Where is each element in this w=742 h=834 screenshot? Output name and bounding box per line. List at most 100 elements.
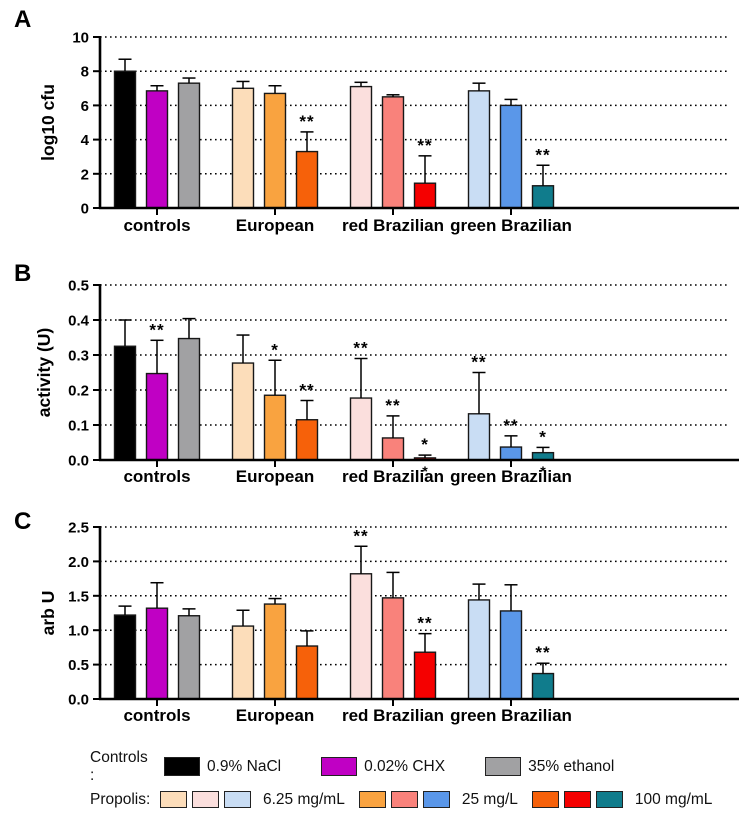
bar-red-Brazilian-1 [381, 437, 405, 461]
bar-green-Brazilian-1 [499, 610, 523, 700]
significance-marker: ** [299, 381, 314, 400]
y-axis-title: arb U [38, 591, 58, 636]
bar-controls-0 [113, 345, 137, 461]
legend-entry-text: 0.9% NaCl [207, 757, 282, 775]
x-category-label-European: European [236, 467, 314, 486]
bar-controls-1 [145, 607, 169, 700]
legend-entry-6-25-mg-mL: 6.25 mg/mL [160, 791, 345, 809]
bar-controls-2 [177, 82, 201, 209]
bar-red-Brazilian-2 [413, 182, 437, 209]
bar-European-1 [263, 92, 287, 209]
significance-marker: * [539, 427, 547, 446]
y-axis-title: log10 cfu [38, 84, 58, 161]
bar-controls-0 [113, 70, 137, 209]
x-category-label-red-Brazilian: red Brazilian [342, 216, 444, 235]
legend-swatch [160, 791, 187, 808]
bar-red-Brazilian-1 [381, 597, 405, 700]
x-category-label-red-Brazilian: red Brazilian [342, 706, 444, 725]
bar-European-0 [231, 87, 255, 209]
panel-a-chart: 0 2 4 6 8 10 log10 cfu ** ** ** controls European re… [38, 30, 739, 235]
x-category-label-controls: controls [123, 706, 190, 725]
bar-green-Brazilian-1 [499, 104, 523, 209]
y-tick-label: 2 [81, 166, 89, 183]
legend-controls-label: Controls : [90, 748, 148, 784]
bar-green-Brazilian-2 [531, 672, 555, 700]
y-tick-label: 2.5 [68, 520, 89, 537]
y-tick-label: 4 [81, 132, 90, 149]
bar-controls-0 [113, 614, 137, 700]
y-tick-label: 6 [81, 98, 89, 115]
bar-controls-1 [145, 372, 169, 461]
significance-marker: ** [535, 643, 550, 662]
legend-entry-text: 100 mg/mL [634, 790, 713, 808]
y-tick-label: 1.0 [68, 623, 89, 640]
bar-European-1 [263, 394, 287, 461]
bar-red-Brazilian-0 [349, 573, 373, 700]
x-category-label-European: European [236, 216, 314, 235]
legend-entry-35-ethanol: 35% ethanol [485, 757, 614, 776]
legend-entry-0-02-CHX: 0.02% CHX [321, 757, 445, 776]
y-axis-title: activity (U) [34, 328, 54, 417]
legend-swatch [531, 791, 559, 808]
significance-marker: * [421, 435, 429, 454]
significance-marker: ** [299, 112, 314, 131]
bar-European-1 [263, 603, 287, 700]
legend-propolis-entries: 6.25 mg/mL 25 mg/L 100 mg/mL [148, 791, 712, 809]
y-tick-label: 0.5 [68, 278, 89, 295]
x-category-label-red-Brazilian: red Brazilian [342, 467, 444, 486]
bar-red-Brazilian-0 [349, 397, 373, 461]
legend-swatch [321, 757, 358, 776]
significance-marker: ** [503, 416, 518, 435]
legend-swatch [390, 791, 418, 808]
significance-marker: ** [149, 320, 164, 339]
bar-European-0 [231, 625, 255, 700]
legend: Controls : 0.9% NaCl 0.02% CHX 35% ethanol… [90, 748, 740, 816]
x-category-label-green-Brazilian: green Brazilian [450, 467, 572, 486]
legend-controls-entries: 0.9% NaCl 0.02% CHX 35% ethanol [148, 757, 614, 776]
legend-entry-0-9-NaCl: 0.9% NaCl [164, 757, 281, 776]
significance-marker: ** [417, 136, 432, 155]
legend-propolis-label: Propolis: [90, 790, 151, 808]
x-category-label-green-Brazilian: green Brazilian [450, 706, 572, 725]
bar-European-2 [295, 419, 319, 461]
bar-green-Brazilian-0 [467, 599, 491, 700]
y-tick-label: 1.5 [68, 588, 89, 605]
x-category-label-controls: controls [123, 216, 190, 235]
legend-entry-25-mg-L: 25 mg/L [358, 791, 518, 809]
legend-swatch [563, 791, 591, 808]
legend-swatch [485, 757, 522, 776]
panel-b: 0.0 0.1 0.2 0.3 0.4 0.5 activity (U) ** * ** ** ** *… [0, 252, 742, 496]
legend-swatch [358, 791, 386, 808]
legend-entry-text: 35% ethanol [528, 757, 615, 775]
legend-swatch [422, 791, 450, 808]
bar-green-Brazilian-2 [531, 185, 555, 209]
legend-swatch [164, 757, 200, 776]
significance-marker: ** [535, 145, 550, 164]
legend-entry-100-mg-mL: 100 mg/mL [531, 790, 713, 809]
bar-green-Brazilian-0 [467, 90, 491, 209]
bar-red-Brazilian-1 [381, 96, 405, 209]
bar-controls-1 [145, 90, 169, 209]
y-tick-label: 0.3 [68, 348, 89, 365]
below-axis-significance-marker: * [422, 463, 428, 479]
legend-swatch [595, 791, 623, 808]
legend-entry-text: 0.02% CHX [364, 757, 446, 775]
panel-c: 0.0 0.5 1.0 1.5 2.0 2.5 arb U ** ** ** controls Eur… [0, 500, 742, 730]
legend-swatch [192, 791, 219, 808]
y-tick-label: 0.4 [68, 313, 90, 330]
x-category-label-green-Brazilian: green Brazilian [450, 216, 572, 235]
x-category-label-European: European [236, 706, 314, 725]
legend-swatch [224, 791, 251, 808]
panel-c-chart: 0.0 0.5 1.0 1.5 2.0 2.5 arb U ** ** ** controls Eur… [38, 520, 739, 725]
bar-green-Brazilian-0 [467, 413, 491, 461]
panel-b-letter: B [14, 260, 32, 287]
y-tick-label: 10 [72, 30, 89, 47]
bar-red-Brazilian-0 [349, 85, 373, 209]
legend-entry-text: 6.25 mg/mL [263, 790, 345, 808]
x-category-label-controls: controls [123, 467, 190, 486]
significance-marker: ** [417, 614, 432, 633]
bar-European-0 [231, 362, 255, 461]
panel-a-letter: A [14, 6, 32, 33]
